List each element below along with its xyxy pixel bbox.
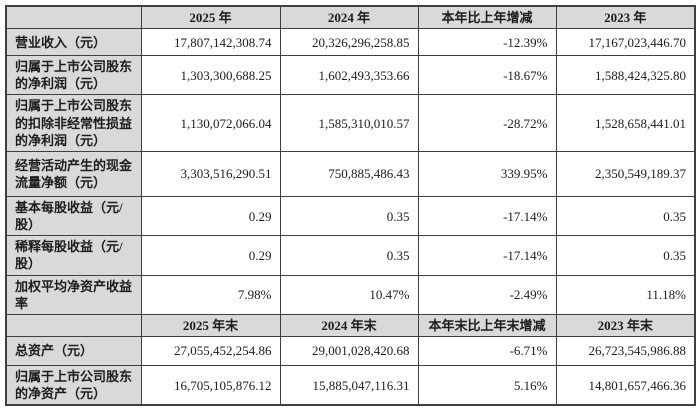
table-row-net-profit: 归属于上市公司股东的净利润（元） 1,303,300,688.25 1,602,… (5, 55, 696, 96)
row-label: 归属于上市公司股东的扣除非经常性损益的净利润（元） (5, 94, 142, 152)
row-label: 归属于上市公司股东的净资产（元） (5, 365, 142, 406)
value-change: -17.14% (417, 195, 557, 237)
value-2024: 29,001,028,420.68 (279, 336, 419, 367)
value-2024: 1,585,310,010.57 (279, 94, 419, 152)
value-change: 339.95% (417, 150, 557, 197)
row-label: 营业收入（元） (5, 28, 142, 57)
value-2024: 15,885,047,116.31 (279, 365, 419, 406)
value-change: -12.39% (417, 28, 557, 57)
value-2023: 1,588,424,325.80 (555, 55, 696, 96)
value-2025: 16,705,105,876.12 (140, 365, 281, 406)
table-row-weighted-avg-roe: 加权平均净资产收益率 7.98% 10.47% -2.49% 11.18% (5, 274, 696, 315)
value-2023: 0.35 (555, 235, 696, 276)
value-2025: 3,303,516,290.51 (140, 150, 281, 197)
header-cell-year-2024: 2024 年 (279, 5, 419, 30)
header-cell-empty (5, 313, 142, 338)
value-change: -2.49% (417, 274, 557, 315)
header-cell-yoy-change: 本年比上年增减 (417, 5, 557, 30)
value-change: -18.67% (417, 55, 557, 96)
table-header-row-yearend: 2025 年末 2024 年末 本年末比上年末增减 2023 年末 (5, 313, 696, 338)
value-2023: 11.18% (555, 274, 696, 315)
table-header-row-annual: 2025 年 2024 年 本年比上年增减 2023 年 (5, 5, 696, 30)
value-2025: 7.98% (140, 274, 281, 315)
financial-data-table: 2025 年 2024 年 本年比上年增减 2023 年 营业收入（元） 17,… (5, 5, 696, 407)
value-2024: 0.35 (279, 235, 419, 276)
value-2025: 0.29 (140, 195, 281, 237)
header-cell-empty (5, 5, 142, 30)
row-label: 总资产（元） (5, 336, 142, 367)
table-row-revenue: 营业收入（元） 17,807,142,308.74 20,326,296,258… (5, 28, 696, 57)
value-2024: 10.47% (279, 274, 419, 315)
value-2025: 17,807,142,308.74 (140, 28, 281, 57)
value-2024: 750,885,486.43 (279, 150, 419, 197)
value-2024: 1,602,493,353.66 (279, 55, 419, 96)
value-2025: 1,303,300,688.25 (140, 55, 281, 96)
row-label: 经营活动产生的现金流量净额（元） (5, 150, 142, 197)
value-2023: 26,723,545,986.88 (555, 336, 696, 367)
value-2025: 27,055,452,254.86 (140, 336, 281, 367)
value-change: -6.71% (417, 336, 557, 367)
value-change: -28.72% (417, 94, 557, 152)
value-2023: 1,528,658,441.01 (555, 94, 696, 152)
row-label: 稀释每股收益（元/股） (5, 235, 142, 276)
table-row-net-assets: 归属于上市公司股东的净资产（元） 16,705,105,876.12 15,88… (5, 365, 696, 406)
header-cell-year-2025: 2025 年 (140, 5, 281, 30)
header-cell-yearend-2024: 2024 年末 (279, 313, 419, 338)
table-row-operating-cash-flow: 经营活动产生的现金流量净额（元） 3,303,516,290.51 750,88… (5, 150, 696, 197)
value-2024: 20,326,296,258.85 (279, 28, 419, 57)
value-2023: 17,167,023,446.70 (555, 28, 696, 57)
row-label: 归属于上市公司股东的净利润（元） (5, 55, 142, 96)
header-cell-yearend-2023: 2023 年末 (555, 313, 696, 338)
value-2024: 0.35 (279, 195, 419, 237)
value-change: -17.14% (417, 235, 557, 276)
table-row-net-profit-excl-nonrecurring: 归属于上市公司股东的扣除非经常性损益的净利润（元） 1,130,072,066.… (5, 94, 696, 152)
table-row-diluted-eps: 稀释每股收益（元/股） 0.29 0.35 -17.14% 0.35 (5, 235, 696, 276)
value-2023: 2,350,549,189.37 (555, 150, 696, 197)
table-row-basic-eps: 基本每股收益（元/股） 0.29 0.35 -17.14% 0.35 (5, 195, 696, 237)
value-2025: 0.29 (140, 235, 281, 276)
header-cell-year-2023: 2023 年 (555, 5, 696, 30)
row-label: 基本每股收益（元/股） (5, 195, 142, 237)
header-cell-yearend-change: 本年末比上年末增减 (417, 313, 557, 338)
value-2023: 0.35 (555, 195, 696, 237)
value-2025: 1,130,072,066.04 (140, 94, 281, 152)
table-row-total-assets: 总资产（元） 27,055,452,254.86 29,001,028,420.… (5, 336, 696, 367)
value-2023: 14,801,657,466.36 (555, 365, 696, 406)
row-label: 加权平均净资产收益率 (5, 274, 142, 315)
value-change: 5.16% (417, 365, 557, 406)
header-cell-yearend-2025: 2025 年末 (140, 313, 281, 338)
